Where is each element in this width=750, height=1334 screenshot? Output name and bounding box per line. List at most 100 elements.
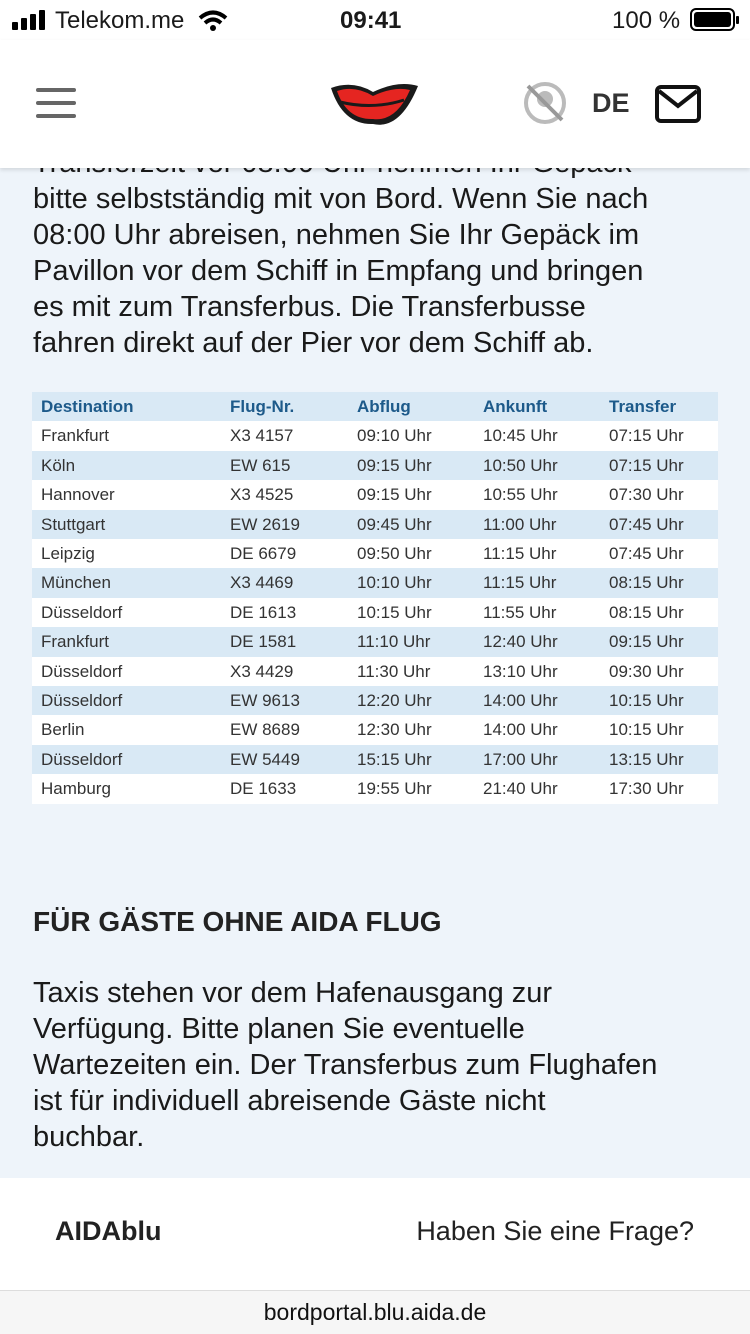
paragraph-line: 08:00 Uhr abreisen, nehmen Sie Ihr Gepäc… (33, 219, 640, 251)
table-cell: EW 615 (230, 455, 291, 475)
table-cell: Düsseldorf (41, 602, 123, 622)
table-cell: 11:15 Uhr (483, 544, 557, 563)
table-cell: Düsseldorf (41, 691, 123, 710)
table-cell: 09:10 Uhr (357, 426, 432, 446)
battery-icon (690, 8, 739, 31)
paragraph-line: fahren direkt auf der Pier vor dem Schif… (33, 327, 594, 359)
table-row (32, 656, 718, 686)
table-cell: 13:10 Uhr (483, 661, 558, 681)
table-cell: 11:00 Uhr (483, 514, 557, 534)
url-bar: bordportal.blu.aida.de (0, 1290, 750, 1334)
table-cell: 07:15 Uhr (609, 426, 684, 446)
wifi-icon (198, 10, 228, 31)
table-cell: 09:50 Uhr (357, 544, 432, 563)
mail-button[interactable] (655, 85, 701, 123)
section-line: Taxis stehen vor dem Hafenausgang zur (33, 977, 553, 1009)
table-row (32, 597, 718, 628)
table-cell: 08:15 Uhr (609, 573, 684, 593)
table-row (32, 421, 718, 451)
table-row (32, 450, 718, 481)
paragraph-line: bitte selbstständig mit von Bord. Wenn S… (33, 183, 649, 215)
table-row (32, 627, 718, 657)
table-cell: 12:30 Uhr (357, 720, 432, 740)
table-row (32, 774, 718, 804)
table-cell: 07:30 Uhr (609, 485, 684, 505)
table-cell: 17:30 Uhr (609, 779, 684, 799)
table-cell: Stuttgart (41, 514, 106, 534)
table-header-row (32, 392, 718, 422)
table-cell: 09:15 Uhr (357, 455, 432, 475)
table-cell: 10:55 Uhr (483, 485, 558, 505)
table-cell: Düsseldorf (41, 661, 123, 681)
table-cell: 21:40 Uhr (483, 779, 558, 799)
table-cell: München (41, 573, 111, 593)
table-cell: 10:50 Uhr (483, 455, 558, 475)
time: 09:41 (340, 7, 402, 34)
menu-button[interactable] (36, 86, 76, 120)
table-row (32, 744, 718, 775)
carrier: Telekom.me (55, 7, 185, 34)
table-cell: 07:45 Uhr (609, 544, 684, 563)
table-cell: DE 1633 (230, 779, 297, 799)
question-link[interactable]: Haben Sie eine Frage? (416, 1216, 694, 1246)
table-cell: 12:20 Uhr (357, 691, 432, 710)
table-cell: 07:45 Uhr (609, 514, 684, 534)
table-cell: 15:15 Uhr (357, 749, 432, 769)
table-cell: 11:55 Uhr (483, 602, 557, 622)
table-cell: Frankfurt (41, 632, 110, 652)
table-cell: 19:55 Uhr (357, 779, 432, 799)
section-title: FÜR GÄSTE OHNE AIDA FLUG (33, 906, 442, 937)
signal-icon (12, 10, 45, 30)
table-cell: DE 1581 (230, 632, 297, 652)
status-bar: Telekom.me 09:41 100 % (0, 0, 750, 40)
table-cell: X3 4429 (230, 661, 294, 681)
table-cell: X3 4469 (230, 573, 294, 593)
table-header-cell: Ankunft (483, 397, 548, 416)
section-line: buchbar. (33, 1121, 145, 1153)
table-row (32, 568, 718, 598)
table-cell: Düsseldorf (41, 749, 123, 769)
section-line: ist für individuell abreisende Gäste nic… (33, 1085, 546, 1117)
table-cell: 10:45 Uhr (483, 426, 558, 446)
url: bordportal.blu.aida.de (263, 1299, 487, 1325)
table-header-cell: Flug-Nr. (230, 397, 295, 416)
table-cell: 10:15 Uhr (609, 691, 684, 710)
table-cell: 12:40 Uhr (483, 632, 558, 652)
table-cell: EW 2619 (230, 514, 300, 534)
section-line: Wartezeiten ein. Der Transferbus zum Flu… (33, 1049, 658, 1081)
table-cell: 09:15 Uhr (609, 632, 684, 652)
table-cell: EW 8689 (230, 720, 300, 740)
paragraph-line: es mit zum Transferbus. Die Transferbuss… (33, 291, 586, 323)
table-cell: EW 5449 (230, 749, 300, 769)
table-cell: Leipzig (41, 544, 95, 563)
table-cell: X3 4525 (230, 485, 294, 505)
language-button[interactable]: DE (592, 88, 630, 118)
paragraph-line: Pavillon vor dem Schiff in Empfang und b… (33, 255, 644, 287)
table-cell: 10:10 Uhr (357, 573, 432, 593)
ship-name: AIDAblu (55, 1216, 162, 1246)
table-cell: Hannover (41, 485, 115, 505)
table-cell: 09:15 Uhr (357, 485, 432, 505)
table-row (32, 715, 718, 745)
table-header-cell: Abflug (357, 397, 411, 416)
table-cell: Berlin (41, 720, 85, 740)
table-row (32, 480, 718, 510)
table-cell: 10:15 Uhr (609, 720, 684, 740)
table-cell: 07:15 Uhr (609, 455, 684, 475)
table-cell: Köln (41, 455, 76, 475)
table-cell: 14:00 Uhr (483, 691, 558, 710)
logo[interactable] (328, 80, 420, 130)
table-cell: DE 6679 (230, 544, 297, 563)
battery-level: 100 % (612, 7, 681, 34)
table-cell: Frankfurt (41, 426, 110, 446)
location-off-button[interactable] (522, 80, 568, 126)
app-header: DE (0, 40, 750, 168)
table-cell: 17:00 Uhr (483, 749, 558, 769)
table-cell: 13:15 Uhr (609, 749, 684, 769)
table-row (32, 686, 718, 716)
section-line: Verfügung. Bitte planen Sie eventuelle (33, 1013, 525, 1045)
table-header-cell: Destination (41, 397, 134, 416)
table-cell: 11:15 Uhr (483, 573, 557, 593)
table-cell: 11:10 Uhr (357, 632, 431, 652)
